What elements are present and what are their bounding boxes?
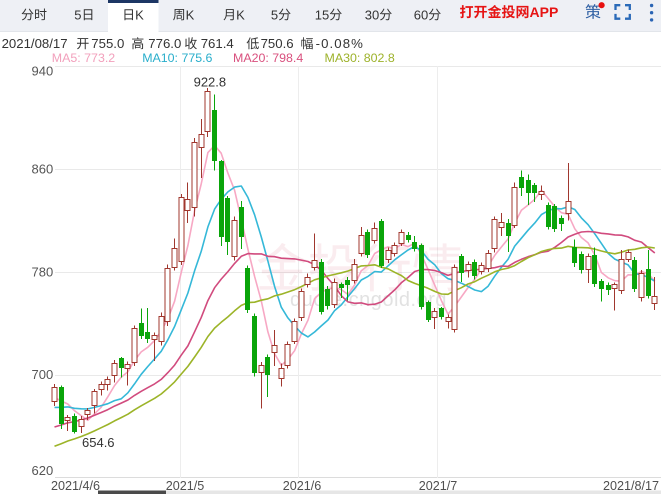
svg-text:5: 5 [271, 7, 278, 22]
svg-text:2021/7: 2021/7 [419, 479, 458, 493]
svg-text:2021/5: 2021/5 [166, 479, 205, 493]
svg-text:940: 940 [32, 64, 54, 79]
svg-text:APP: APP [530, 4, 559, 20]
svg-text:5: 5 [74, 7, 81, 22]
svg-text:755.0: 755.0 [91, 36, 124, 51]
svg-text:MA20: 798.4: MA20: 798.4 [233, 51, 303, 65]
svg-text:60: 60 [414, 7, 428, 22]
svg-text:750.6: 750.6 [261, 36, 294, 51]
svg-text:2021/4/6: 2021/4/6 [51, 479, 100, 493]
svg-text:654.6: 654.6 [82, 435, 115, 450]
svg-text:780: 780 [32, 264, 54, 279]
svg-text:700: 700 [32, 367, 54, 382]
svg-text:761.4: 761.4 [201, 36, 234, 51]
svg-text:860: 860 [32, 161, 54, 176]
svg-text:30: 30 [365, 7, 379, 22]
svg-text:K: K [135, 7, 144, 22]
svg-text:MA30: 802.8: MA30: 802.8 [325, 51, 395, 65]
svg-text:-0.08%: -0.08% [316, 36, 364, 51]
svg-text:2021/08/17: 2021/08/17 [2, 36, 68, 51]
svg-text:776.0: 776.0 [148, 36, 181, 51]
svg-text:922.8: 922.8 [194, 74, 227, 89]
svg-text:MA10: 775.6: MA10: 775.6 [142, 51, 212, 65]
svg-text:K: K [186, 7, 195, 22]
svg-text:2021/8/17: 2021/8/17 [603, 479, 659, 493]
svg-text:15: 15 [315, 7, 329, 22]
svg-text:2021/6: 2021/6 [283, 479, 322, 493]
svg-text:K: K [236, 7, 245, 22]
svg-text:620: 620 [32, 463, 54, 478]
svg-text:MA5: 773.2: MA5: 773.2 [52, 51, 115, 65]
